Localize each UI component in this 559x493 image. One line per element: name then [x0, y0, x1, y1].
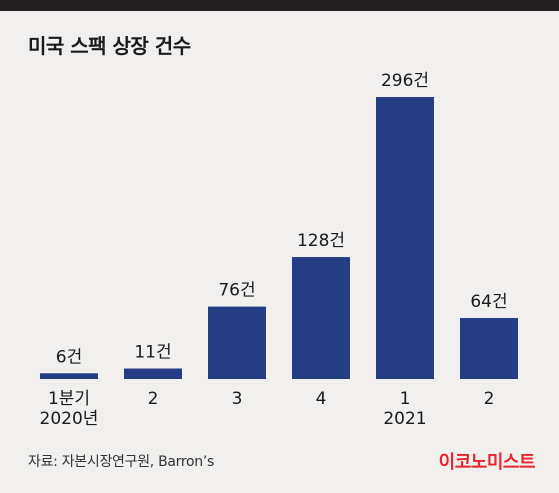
- tick-label-5-line-2: 2021: [383, 409, 426, 429]
- tick-label-2: 2: [148, 389, 159, 409]
- tick-label-4: 4: [316, 389, 327, 409]
- bar-1: [40, 373, 98, 379]
- value-label-1: 6건: [56, 347, 82, 367]
- brand-logo: 이코노미스트: [438, 452, 536, 473]
- tick-label-1-line-2: 2020년: [40, 409, 99, 429]
- bar-3: [208, 306, 266, 379]
- tick-label-1-line-1: 1분기: [48, 389, 90, 409]
- value-label-6: 64건: [470, 292, 507, 312]
- value-label-5: 296건: [381, 71, 429, 91]
- tick-label-6: 2: [484, 389, 495, 409]
- tick-label-3: 3: [232, 389, 243, 409]
- bar-4: [292, 257, 350, 379]
- value-label-3: 76건: [218, 281, 255, 301]
- value-label-4: 128건: [297, 231, 345, 251]
- bar-5: [376, 97, 434, 379]
- bar-6: [460, 318, 518, 379]
- top-bar: [0, 0, 559, 11]
- tick-label-5-line-1: 1: [400, 389, 411, 409]
- source-note: 자료: 자본시장연구원, Barron’s: [28, 454, 215, 470]
- bar-2: [124, 368, 182, 379]
- chart-title: 미국 스팩 상장 건수: [28, 34, 191, 58]
- value-label-2: 11건: [134, 343, 171, 363]
